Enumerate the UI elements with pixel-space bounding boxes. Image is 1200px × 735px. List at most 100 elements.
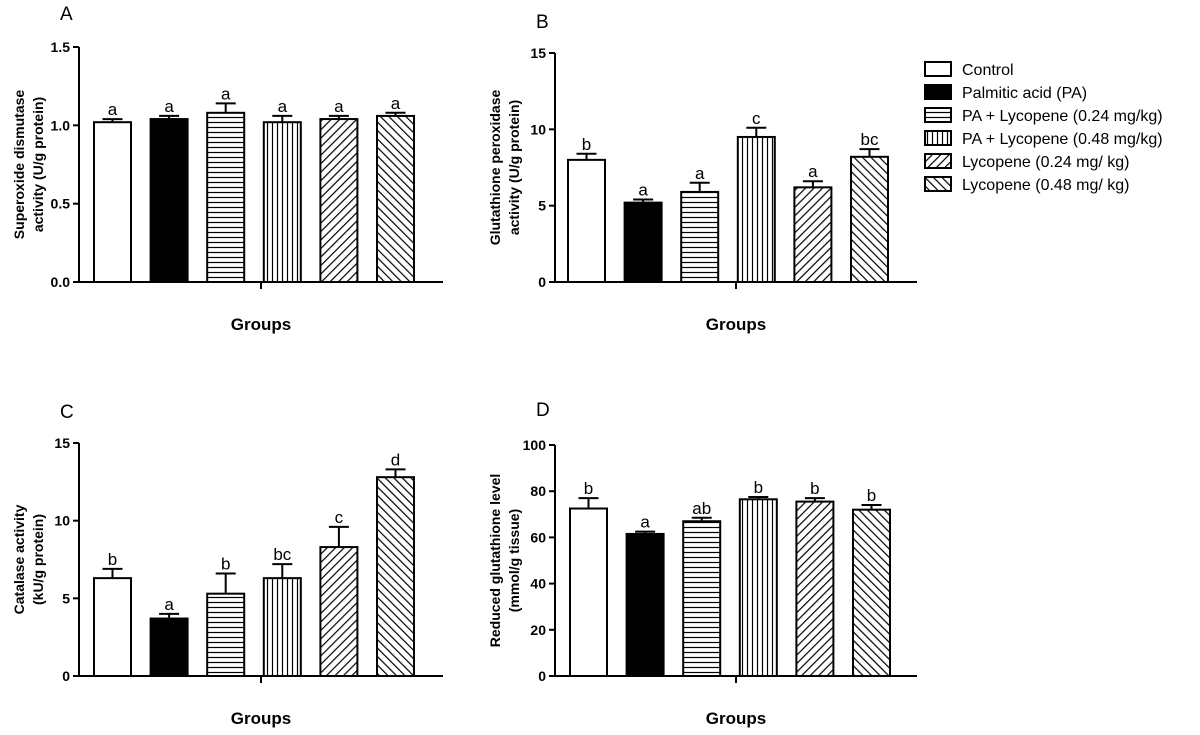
legend-item: Lycopene (0.48 mg/ kg) xyxy=(924,176,1130,194)
y-tick-label: 80 xyxy=(530,483,546,499)
legend-label: PA + Lycopene (0.48 mg/kg) xyxy=(962,131,1163,148)
significance-letter: a xyxy=(108,100,118,119)
bar-5 xyxy=(319,546,359,677)
significance-letter: bc xyxy=(273,545,291,564)
significance-letter: a xyxy=(640,513,650,532)
bar-4 xyxy=(262,121,302,283)
legend-swatch xyxy=(924,107,952,123)
bar-1 xyxy=(569,507,608,677)
y-axis-label: Reduced glutathione level (mmol/g tissue) xyxy=(487,474,522,647)
significance-letter: c xyxy=(752,109,761,128)
legend-label: Control xyxy=(962,62,1014,79)
bar-2 xyxy=(149,617,189,678)
significance-letter: b xyxy=(584,479,593,498)
bar-1 xyxy=(93,121,132,283)
panel-letter: C xyxy=(60,402,74,423)
x-axis-label: Groups xyxy=(231,315,291,334)
bar-4 xyxy=(736,135,776,283)
significance-letter: a xyxy=(334,97,344,116)
significance-letter: a xyxy=(808,162,818,181)
x-axis-label: Groups xyxy=(706,709,766,728)
y-tick-label: 1.0 xyxy=(51,117,71,133)
axes xyxy=(78,47,443,283)
y-axis-label: Superoxide dismutase activity (U/g protei… xyxy=(11,90,46,240)
y-tick-label: 0.0 xyxy=(51,274,71,290)
panel-letter: B xyxy=(536,12,549,33)
legend-swatch xyxy=(924,61,952,77)
legend-swatch xyxy=(924,176,952,192)
axes xyxy=(554,445,917,677)
y-tick-label: 0 xyxy=(538,668,546,684)
legend-swatch xyxy=(924,130,952,146)
axes xyxy=(554,53,917,283)
bar-1 xyxy=(567,158,606,283)
significance-letter: a xyxy=(695,164,705,183)
legend-item: PA + Lycopene (0.48 mg/kg) xyxy=(924,130,1163,148)
bar-3 xyxy=(206,592,246,678)
x-axis-label: Groups xyxy=(706,315,766,334)
y-tick-label: 15 xyxy=(54,435,70,451)
bar-2 xyxy=(149,118,189,283)
bar-2 xyxy=(625,532,665,677)
significance-letter: b xyxy=(108,550,117,569)
bar-3 xyxy=(680,190,720,283)
panel-b: B 0 5 10 15 b a a c a bc Groups Glutathione peroxida… xyxy=(487,12,917,334)
y-tick-label: 5 xyxy=(62,590,70,606)
bar-6 xyxy=(376,114,415,283)
legend-label: PA + Lycopene (0.24 mg/kg) xyxy=(962,108,1163,125)
significance-letter: d xyxy=(391,450,400,469)
y-tick-label: 10 xyxy=(54,513,70,529)
significance-letter: ab xyxy=(692,499,711,518)
significance-letter: b xyxy=(810,479,819,498)
panel-a: A 0.0 0.5 1.0 1.5 a a a a a a Groups Superoxide dism… xyxy=(11,4,443,334)
bar-6 xyxy=(376,476,415,677)
y-axis-label: Glutathione peroxidase activity (U/g prot… xyxy=(487,89,522,245)
bar-4 xyxy=(262,577,302,678)
legend-item: PA + Lycopene (0.24 mg/kg) xyxy=(924,107,1163,125)
axes xyxy=(78,443,443,677)
bar-6 xyxy=(852,508,891,677)
panel-letter: A xyxy=(60,4,73,25)
y-tick-label: 0.5 xyxy=(51,196,71,212)
y-axis-label: Catalase activity (kU/g protein) xyxy=(11,504,46,614)
significance-letter: a xyxy=(638,181,648,200)
y-tick-label: 0 xyxy=(62,668,70,684)
y-tick-label: 15 xyxy=(530,45,546,61)
bar-4 xyxy=(738,498,778,677)
y-tick-label: 1.5 xyxy=(51,39,71,55)
legend-item: Control xyxy=(924,61,1014,79)
significance-letter: b xyxy=(582,135,591,154)
panel-letter: D xyxy=(536,400,550,421)
legend-label: Lycopene (0.24 mg/ kg) xyxy=(962,154,1130,171)
legend-item: Lycopene (0.24 mg/ kg) xyxy=(924,153,1130,171)
bar-1 xyxy=(93,577,132,678)
significance-letter: c xyxy=(335,508,344,527)
bar-3 xyxy=(682,520,722,677)
legend-swatch xyxy=(924,84,952,100)
legend: Control Palmitic acid (PA) PA + Lycopene (… xyxy=(924,61,1163,194)
bar-5 xyxy=(795,500,835,677)
bar-3 xyxy=(206,111,246,283)
chart-panels: A 0.0 0.5 1.0 1.5 a a a a a a Groups Superoxide dism… xyxy=(11,4,917,728)
y-tick-label: 0 xyxy=(538,274,546,290)
significance-letter: a xyxy=(221,84,231,103)
significance-letter: b xyxy=(221,554,230,573)
bar-5 xyxy=(793,186,833,283)
significance-letter: a xyxy=(164,97,174,116)
significance-letter: a xyxy=(278,97,288,116)
y-tick-label: 100 xyxy=(523,437,547,453)
legend-label: Palmitic acid (PA) xyxy=(962,85,1087,102)
y-tick-label: 40 xyxy=(530,576,546,592)
bar-2 xyxy=(623,201,663,283)
legend-label: Lycopene (0.48 mg/ kg) xyxy=(962,177,1130,194)
significance-letter: bc xyxy=(861,130,879,149)
y-tick-label: 10 xyxy=(530,121,546,137)
significance-letter: a xyxy=(391,94,401,113)
bar-6 xyxy=(850,155,889,284)
bar-5 xyxy=(319,118,359,283)
legend-item: Palmitic acid (PA) xyxy=(924,84,1087,102)
x-axis-label: Groups xyxy=(231,709,291,728)
panel-d: D 0 20 40 60 80 100 b a ab b b b Groups Reduced glutat… xyxy=(487,400,917,728)
y-tick-label: 20 xyxy=(530,622,546,638)
